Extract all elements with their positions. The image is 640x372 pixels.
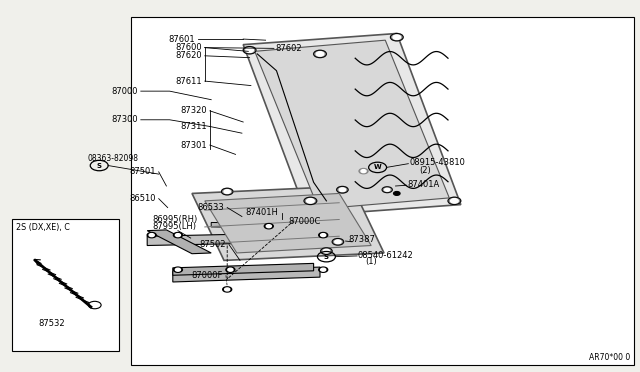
- Circle shape: [339, 188, 346, 192]
- Circle shape: [304, 197, 317, 205]
- Bar: [131, 17, 634, 365]
- Polygon shape: [173, 267, 320, 282]
- Circle shape: [332, 238, 344, 245]
- Polygon shape: [192, 186, 384, 260]
- Text: 87532: 87532: [38, 319, 65, 328]
- Polygon shape: [173, 263, 314, 275]
- Text: 87320: 87320: [180, 106, 207, 115]
- Text: 08540-61242: 08540-61242: [357, 251, 413, 260]
- Text: 87601: 87601: [168, 35, 195, 44]
- Circle shape: [175, 234, 180, 237]
- Circle shape: [382, 187, 392, 193]
- Text: 87401A: 87401A: [408, 180, 440, 189]
- Circle shape: [448, 197, 461, 205]
- Text: 86995(RH): 86995(RH): [152, 215, 198, 224]
- Circle shape: [323, 249, 330, 253]
- Text: (1): (1): [365, 257, 376, 266]
- Text: S: S: [324, 254, 329, 260]
- Text: 86510: 86510: [129, 194, 156, 203]
- Polygon shape: [243, 33, 461, 216]
- Text: AR70*00 0: AR70*00 0: [589, 353, 630, 362]
- Text: 87620: 87620: [175, 51, 202, 60]
- Circle shape: [264, 224, 273, 229]
- Polygon shape: [255, 40, 449, 209]
- Text: 87995(LH): 87995(LH): [152, 222, 196, 231]
- Text: W: W: [374, 164, 381, 170]
- Text: 87611: 87611: [175, 77, 202, 86]
- Text: 87401H: 87401H: [246, 208, 278, 217]
- Text: 87502: 87502: [200, 240, 226, 249]
- Circle shape: [359, 169, 368, 174]
- Circle shape: [335, 240, 341, 244]
- Text: 87301: 87301: [180, 141, 207, 150]
- Circle shape: [321, 268, 326, 271]
- Circle shape: [149, 234, 154, 237]
- Circle shape: [314, 50, 326, 58]
- Polygon shape: [147, 230, 211, 254]
- Text: 2S (DX,XE), C: 2S (DX,XE), C: [16, 223, 70, 232]
- Circle shape: [175, 268, 180, 271]
- Circle shape: [316, 52, 324, 56]
- Circle shape: [319, 267, 328, 272]
- Circle shape: [321, 248, 332, 254]
- Text: 87602: 87602: [275, 44, 302, 53]
- Text: 87300: 87300: [111, 115, 138, 124]
- Circle shape: [451, 199, 458, 203]
- Circle shape: [319, 232, 328, 238]
- Circle shape: [243, 46, 256, 54]
- Text: 87311: 87311: [180, 122, 207, 131]
- Text: 08363-82098: 08363-82098: [88, 154, 139, 163]
- Circle shape: [393, 35, 401, 39]
- Circle shape: [394, 192, 400, 195]
- Circle shape: [147, 232, 156, 238]
- Polygon shape: [211, 222, 269, 228]
- Circle shape: [307, 199, 314, 203]
- Text: 08915-43810: 08915-43810: [410, 158, 465, 167]
- Circle shape: [221, 188, 233, 195]
- Circle shape: [385, 188, 390, 191]
- Circle shape: [228, 268, 233, 271]
- Text: 87000C: 87000C: [288, 217, 321, 226]
- Text: 87000F: 87000F: [191, 271, 223, 280]
- Text: S: S: [97, 163, 102, 169]
- Text: 87600: 87600: [175, 43, 202, 52]
- Text: 87000: 87000: [111, 87, 138, 96]
- Circle shape: [246, 48, 253, 52]
- Circle shape: [173, 267, 182, 272]
- Circle shape: [223, 287, 232, 292]
- Circle shape: [390, 33, 403, 41]
- Circle shape: [225, 288, 230, 291]
- Circle shape: [224, 190, 230, 193]
- Text: 87387: 87387: [349, 235, 376, 244]
- Circle shape: [266, 225, 271, 228]
- Circle shape: [361, 170, 366, 173]
- Text: 87501: 87501: [129, 167, 156, 176]
- Circle shape: [321, 234, 326, 237]
- Text: (2): (2): [419, 166, 431, 175]
- Text: 86533: 86533: [197, 203, 224, 212]
- Polygon shape: [205, 193, 371, 253]
- Circle shape: [226, 267, 235, 272]
- Circle shape: [337, 186, 348, 193]
- Bar: [12, 219, 119, 351]
- Polygon shape: [147, 232, 320, 246]
- Circle shape: [173, 232, 182, 238]
